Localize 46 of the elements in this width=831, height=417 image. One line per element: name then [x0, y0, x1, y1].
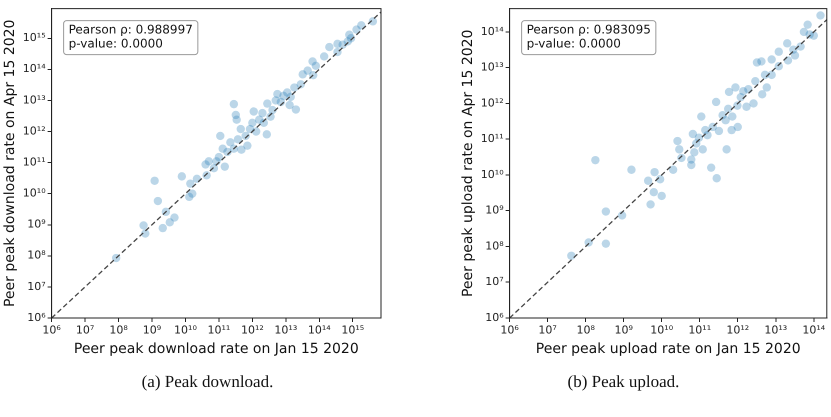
x-tick-label: 10⁷ — [76, 323, 94, 336]
y-tick-label: 10¹² — [22, 124, 46, 138]
x-tick-label: 10⁸ — [576, 323, 596, 336]
y-tick-label: 10⁸ — [27, 248, 46, 262]
y-tick-label: 10¹⁵ — [22, 31, 46, 44]
y-tick-label: 10⁸ — [485, 239, 504, 252]
x-tick-label: 10⁶ — [500, 323, 520, 336]
y-axis-title: Peer peak upload rate on Apr 15 2020 — [460, 30, 476, 298]
x-axis-title: Peer peak upload rate on Jan 15 2020 — [536, 341, 801, 358]
y-tick-label: 10¹⁴ — [480, 24, 504, 38]
y-tick-label: 10¹¹ — [22, 155, 46, 168]
x-tick-label: 10¹² — [726, 323, 750, 336]
y-tick-label: 10⁷ — [485, 275, 504, 288]
y-tick-label: 10¹³ — [22, 93, 46, 106]
y-tick-label: 10⁹ — [27, 218, 46, 231]
x-tick-label: 10⁷ — [538, 323, 557, 336]
y-axis-title: Peer peak download rate on Apr 15 2020 — [2, 20, 18, 308]
y-tick-label: 10¹⁰ — [480, 168, 504, 181]
x-tick-label: 10¹¹ — [688, 323, 712, 336]
annotation: Pearson ρ: 0.983095 p-value: 0.0000 — [526, 22, 651, 51]
y-tick-label: 10⁶ — [485, 310, 504, 324]
x-tick-label: 10¹⁵ — [341, 323, 364, 336]
x-tick-label: 10¹² — [240, 323, 264, 336]
x-tick-label: 10¹⁴ — [802, 323, 826, 336]
x-tick-label: 10¹¹ — [207, 323, 230, 336]
x-tick-label: 10¹⁰ — [650, 323, 674, 336]
y-tick-label: 10¹⁰ — [22, 186, 46, 200]
x-tick-label: 10¹³ — [764, 323, 788, 336]
y-tick-label: 10⁹ — [485, 204, 504, 217]
text: (b) Peak upload. — [566, 372, 680, 392]
y-tick-label: 10⁶ — [27, 310, 46, 324]
x-tick-label: 10⁹ — [142, 323, 162, 336]
x-tick-label: 10¹⁴ — [308, 323, 332, 336]
y-tick-label: 10⁷ — [27, 280, 46, 293]
x-tick-label: 10⁸ — [109, 323, 128, 336]
x-tick-label: 10⁹ — [614, 323, 633, 336]
x-tick-label: 10¹³ — [274, 323, 298, 336]
y-tick-label: 10¹² — [480, 96, 504, 110]
y-tick-label: 10¹¹ — [480, 132, 504, 146]
y-tick-label: 10¹⁴ — [22, 62, 46, 76]
text: (a) Peak download. — [140, 372, 274, 392]
x-tick-label: 10¹⁰ — [174, 323, 198, 336]
x-axis-title: Peer peak download rate on Jan 15 2020 — [74, 341, 359, 358]
x-tick-label: 10⁶ — [42, 323, 62, 336]
y-tick-label: 10¹³ — [480, 60, 504, 74]
annotation: Pearson ρ: 0.988997 p-value: 0.0000 — [68, 22, 193, 51]
